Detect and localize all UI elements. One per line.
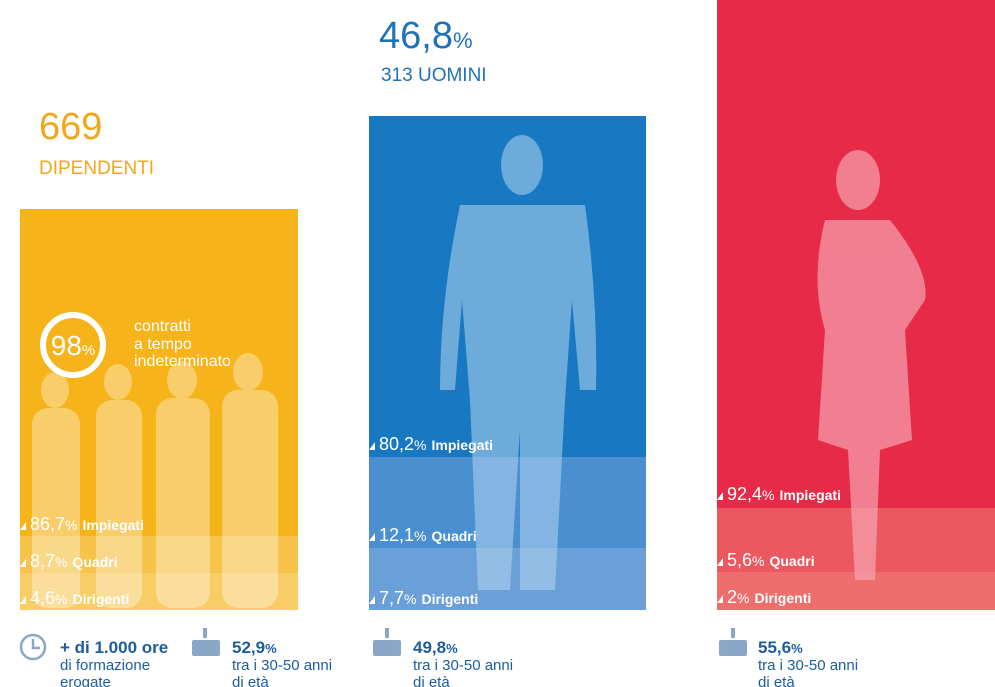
men-headline: 46,8% bbox=[379, 15, 473, 57]
men-value: 46,8 bbox=[379, 15, 453, 57]
clock-icon bbox=[21, 635, 45, 659]
age-line: di età bbox=[413, 674, 450, 687]
breakdown-unit: % bbox=[65, 517, 77, 533]
contract-unit: % bbox=[82, 342, 95, 359]
contract-value: 98 bbox=[51, 330, 82, 361]
breakdown-value: 12,1 bbox=[379, 525, 414, 545]
age-unit: % bbox=[265, 641, 277, 656]
breakdown-label: 2% Dirigenti bbox=[727, 587, 811, 607]
breakdown-label: 5,6% Quadri bbox=[727, 550, 815, 570]
breakdown-label: 4,6% Dirigenti bbox=[30, 588, 129, 608]
age-figure: 52,9% bbox=[232, 638, 277, 657]
training-line: erogate bbox=[60, 674, 111, 687]
breakdown-unit: % bbox=[55, 554, 67, 570]
breakdown-value: 8,7 bbox=[30, 551, 55, 571]
breakdown-label: 92,4% Impiegati bbox=[727, 484, 841, 504]
breakdown-value: 80,2 bbox=[379, 434, 414, 454]
breakdown-unit: % bbox=[55, 591, 67, 607]
age-figure: 49,8% bbox=[413, 638, 458, 657]
breakdown-label: 86,7% Impiegati bbox=[30, 514, 144, 534]
men-label: 313 UOMINI bbox=[381, 65, 487, 86]
men-unit: % bbox=[453, 28, 473, 53]
breakdown-name: Dirigenti bbox=[421, 591, 478, 607]
breakdown-label: 8,7% Quadri bbox=[30, 551, 118, 571]
age-figure: 55,6% bbox=[758, 638, 803, 657]
breakdown-name: Quadri bbox=[432, 528, 477, 544]
breakdown-name: Impiegati bbox=[83, 517, 144, 533]
age-line: di età bbox=[758, 674, 795, 687]
breakdown-unit: % bbox=[752, 553, 764, 569]
total-value: 669 bbox=[39, 106, 102, 148]
page: { "total": { "value": "669", "label": "D… bbox=[0, 0, 995, 687]
breakdown-value: 2 bbox=[727, 587, 737, 607]
breakdown-label: 7,7% Dirigenti bbox=[379, 588, 478, 608]
age-line: tra i 30-50 anni bbox=[232, 657, 332, 674]
breakdown-name: Impiegati bbox=[780, 487, 841, 503]
breakdown-name: Quadri bbox=[72, 554, 117, 570]
cake-icon bbox=[373, 628, 401, 656]
breakdown-unit: % bbox=[414, 528, 426, 544]
age-value: 49,8 bbox=[413, 638, 446, 657]
contract-text: indeterminato bbox=[134, 353, 231, 370]
age-line: tra i 30-50 anni bbox=[758, 657, 858, 674]
breakdown-unit: % bbox=[762, 487, 774, 503]
breakdown-value: 7,7 bbox=[379, 588, 404, 608]
breakdown-value: 5,6 bbox=[727, 550, 752, 570]
breakdown-unit: % bbox=[414, 437, 426, 453]
breakdown-value: 92,4 bbox=[727, 484, 762, 504]
training-line: di formazione bbox=[60, 657, 150, 674]
breakdown-value: 4,6 bbox=[30, 588, 55, 608]
breakdown-name: Quadri bbox=[769, 553, 814, 569]
age-line: di età bbox=[232, 674, 269, 687]
age-value: 55,6 bbox=[758, 638, 791, 657]
breakdown-unit: % bbox=[404, 591, 416, 607]
training-headline-text: + di 1.000 ore bbox=[60, 638, 168, 657]
breakdown-name: Impiegati bbox=[432, 437, 493, 453]
breakdown-unit: % bbox=[737, 590, 749, 606]
infographic: 669 DIPENDENTI 46,8% 313 UOMINI 98% cont… bbox=[0, 0, 995, 687]
breakdown-value: 86,7 bbox=[30, 514, 65, 534]
age-line: tra i 30-50 anni bbox=[413, 657, 513, 674]
cake-icon bbox=[192, 628, 220, 656]
age-unit: % bbox=[791, 641, 803, 656]
breakdown-name: Dirigenti bbox=[72, 591, 129, 607]
contract-text: contratti bbox=[134, 318, 191, 335]
training-headline: + di 1.000 ore bbox=[60, 638, 168, 657]
contract-text: a tempo bbox=[134, 336, 192, 353]
total-label: DIPENDENTI bbox=[39, 158, 154, 179]
cake-icon bbox=[719, 628, 747, 656]
age-unit: % bbox=[446, 641, 458, 656]
breakdown-label: 80,2% Impiegati bbox=[379, 434, 493, 454]
breakdown-name: Dirigenti bbox=[754, 590, 811, 606]
age-value: 52,9 bbox=[232, 638, 265, 657]
